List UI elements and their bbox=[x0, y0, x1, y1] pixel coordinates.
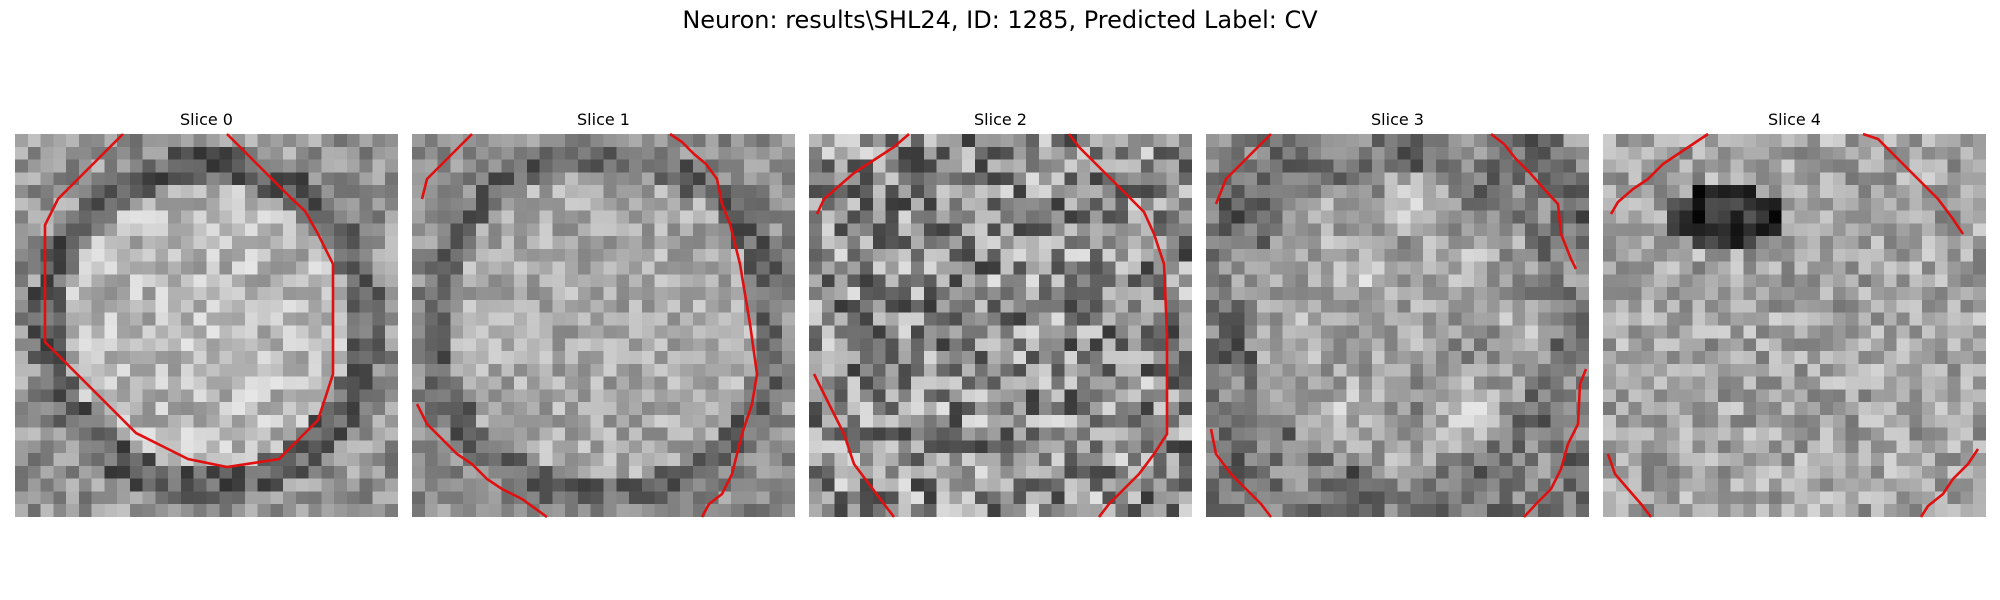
slice-image-3 bbox=[1206, 134, 1589, 517]
slice-contour-2 bbox=[812, 133, 1169, 518]
slice-title-3: Slice 3 bbox=[1371, 110, 1424, 129]
slice-panel-4: Slice 4 bbox=[1603, 108, 1986, 518]
slice-title-0: Slice 0 bbox=[180, 110, 233, 129]
slice-image-1 bbox=[412, 134, 795, 517]
slice-contour-4 bbox=[1606, 132, 1980, 518]
slice-title-1: Slice 1 bbox=[577, 110, 630, 129]
slice-panel-1: Slice 1 bbox=[412, 108, 795, 519]
slice-title-2: Slice 2 bbox=[974, 110, 1027, 129]
slice-contour-1 bbox=[415, 132, 759, 519]
slice-panel-3: Slice 3 bbox=[1206, 108, 1589, 518]
slice-panel-0: Slice 0 bbox=[15, 108, 398, 517]
slice-title-4: Slice 4 bbox=[1768, 110, 1821, 129]
figure-title: Neuron: results\SHL24, ID: 1285, Predict… bbox=[682, 6, 1318, 34]
slice-image-4 bbox=[1603, 134, 1986, 517]
slice-contour-3 bbox=[1209, 132, 1588, 518]
slice-contour-0 bbox=[43, 133, 335, 469]
slice-panel-2: Slice 2 bbox=[809, 108, 1192, 518]
